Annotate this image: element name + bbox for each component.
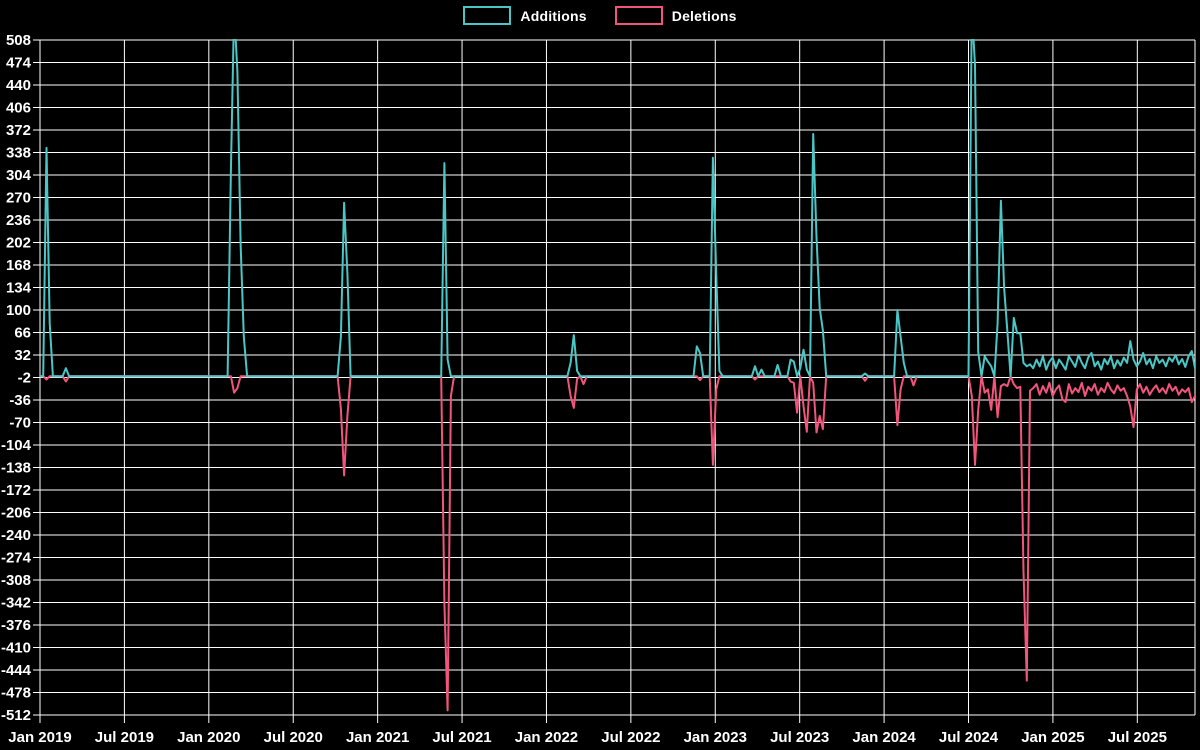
- x-tick-label: Jan 2023: [684, 729, 747, 746]
- y-tick-label: -274: [1, 550, 32, 567]
- y-tick-label: -138: [1, 460, 31, 477]
- y-tick-label: 32: [14, 347, 31, 364]
- deletions-line: [40, 375, 1195, 712]
- x-tick-label: Jan 2019: [8, 729, 71, 746]
- y-tick-label: -444: [1, 662, 32, 679]
- x-tick-label: Jan 2025: [1021, 729, 1084, 746]
- y-tick-label: -512: [1, 707, 31, 724]
- y-tick-label: -2: [18, 370, 31, 387]
- x-tick-label: Jul 2023: [770, 729, 829, 746]
- x-tick-label: Jan 2022: [515, 729, 578, 746]
- x-tick-label: Jul 2019: [95, 729, 154, 746]
- x-tick-label: Jul 2021: [432, 729, 491, 746]
- y-tick-label: 202: [6, 235, 31, 252]
- additions-swatch-icon: [463, 6, 512, 25]
- y-tick-label: -410: [1, 640, 31, 657]
- y-tick-label: 474: [6, 55, 32, 72]
- axis-labels: 508 474 440 406 372 338 304 270 236 202 168 134 100 6…: [1, 32, 1167, 746]
- chart-legend: Additions Deletions: [0, 6, 1200, 25]
- y-tick-label: -478: [1, 685, 31, 702]
- series-group: [40, 39, 1195, 712]
- y-tick-label: 236: [6, 212, 31, 229]
- y-tick-label: -172: [1, 482, 31, 499]
- y-tick-label: 134: [6, 280, 32, 297]
- legend-label-additions: Additions: [520, 7, 587, 24]
- additions-line: [40, 39, 1195, 378]
- y-tick-label: -240: [1, 527, 31, 544]
- y-tick-label: -36: [9, 392, 31, 409]
- legend-label-deletions: Deletions: [671, 7, 737, 24]
- x-tick-label: Jan 2024: [852, 729, 916, 746]
- y-tick-label: -342: [1, 595, 31, 612]
- y-tick-label: 508: [6, 32, 31, 49]
- y-tick-label: 372: [6, 122, 31, 139]
- legend-item-additions[interactable]: Additions: [463, 6, 587, 25]
- legend-item-deletions[interactable]: Deletions: [614, 6, 737, 25]
- y-tick-label: 168: [6, 257, 31, 274]
- y-tick-label: -70: [9, 415, 31, 432]
- x-tick-label: Jul 2025: [1108, 729, 1167, 746]
- y-tick-label: 270: [6, 190, 31, 207]
- y-tick-label: -308: [1, 572, 31, 589]
- x-tick-label: Jul 2022: [601, 729, 660, 746]
- y-tick-label: 440: [6, 77, 31, 94]
- y-tick-label: -376: [1, 617, 31, 634]
- deletions-swatch-icon: [614, 6, 663, 25]
- y-tick-label: 100: [6, 302, 31, 319]
- x-tick-label: Jan 2021: [346, 729, 409, 746]
- y-tick-label: 304: [6, 167, 32, 184]
- x-tick-label: Jul 2020: [264, 729, 323, 746]
- y-tick-label: -104: [1, 437, 32, 454]
- x-tick-label: Jan 2020: [177, 729, 240, 746]
- y-tick-label: 338: [6, 145, 31, 162]
- x-tick-label: Jul 2024: [939, 729, 999, 746]
- grid: [33, 39, 1196, 723]
- y-tick-label: -206: [1, 505, 31, 522]
- y-tick-label: 66: [14, 325, 31, 342]
- y-tick-label: 406: [6, 100, 31, 117]
